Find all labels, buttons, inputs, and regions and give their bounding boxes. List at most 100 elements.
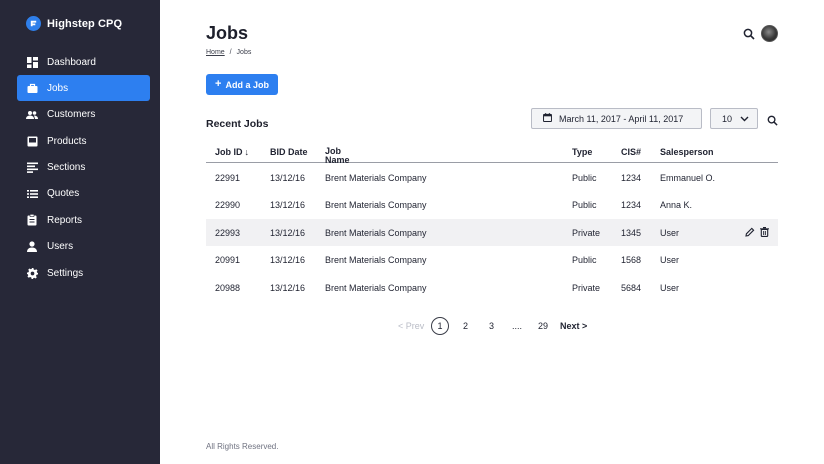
sidebar-item-jobs[interactable]: Jobs: [17, 75, 150, 102]
breadcrumb-home-link[interactable]: Home: [206, 49, 225, 56]
brand-name: Highstep CPQ: [47, 17, 123, 30]
pagination-page-3[interactable]: 3: [489, 321, 495, 331]
trash-icon[interactable]: [760, 226, 770, 237]
user-icon: [26, 241, 38, 253]
cell-bid-date: 13/12/16: [270, 227, 306, 238]
cell-salesperson: Anna K.: [660, 200, 693, 211]
date-range-value: March 11, 2017 - April 11, 2017: [559, 113, 684, 124]
section-title: Recent Jobs: [206, 118, 269, 130]
sidebar-item-label: Users: [47, 241, 74, 253]
cell-salesperson: User: [660, 227, 680, 238]
table-header: Job ID ↓ BID Date Job Name Type CIS# Sale…: [206, 146, 778, 165]
cell-cis: 5684: [621, 282, 642, 293]
cell-bid-date: 13/12/16: [270, 282, 306, 293]
breadcrumb-separator: /: [229, 49, 232, 56]
pagination-page-2[interactable]: 2: [463, 321, 469, 331]
chevron-down-icon: [740, 114, 749, 124]
sidebar-item-label: Products: [47, 135, 87, 147]
pagination-ellipsis: ....: [512, 321, 523, 331]
date-range-picker[interactable]: March 11, 2017 - April 11, 2017: [531, 108, 702, 129]
cell-job-id: 22993: [215, 227, 241, 238]
cell-job-id: 20988: [215, 282, 241, 293]
pagination-next[interactable]: Next >: [560, 321, 588, 331]
calendar-icon: [543, 113, 552, 124]
table-search-icon[interactable]: [767, 113, 778, 126]
column-header-cis[interactable]: CIS#: [621, 147, 642, 157]
cell-cis: 1234: [621, 200, 642, 211]
brand[interactable]: Highstep CPQ: [26, 16, 122, 31]
sidebar-item-customers[interactable]: Customers: [17, 102, 150, 128]
cell-job-name: Brent Materials Company: [325, 173, 427, 183]
inbox-icon: [26, 135, 38, 147]
table-row[interactable]: 22993 13/12/16 Brent Materials Company P…: [206, 218, 778, 247]
add-job-button[interactable]: + Add a Job: [206, 74, 278, 95]
sidebar-item-products[interactable]: Products: [17, 128, 150, 154]
breadcrumb-current: Jobs: [236, 49, 252, 56]
avatar[interactable]: [761, 25, 778, 42]
pagination-prev[interactable]: < Prev: [398, 321, 425, 331]
sidebar-item-label: Reports: [47, 214, 83, 226]
column-header-type[interactable]: Type: [572, 147, 593, 157]
sidebar-nav: Dashboard Jobs Customers Products: [17, 49, 150, 287]
cell-cis: 1345: [621, 227, 642, 238]
sidebar-item-label: Quotes: [47, 188, 80, 200]
footer-text: All Rights Reserved.: [206, 442, 279, 451]
cell-bid-date: 13/12/16: [270, 173, 306, 183]
pagination-page-29[interactable]: 29: [538, 321, 549, 331]
cell-job-name: Brent Materials Company: [325, 200, 427, 211]
cell-job-name: Brent Materials Company: [325, 227, 427, 238]
cell-salesperson: User: [660, 282, 680, 293]
sidebar-item-label: Jobs: [47, 82, 69, 94]
cell-job-name: Brent Materials Company: [325, 282, 427, 293]
pagination: < Prev 1 2 3 .... 29 Next >: [396, 317, 596, 335]
cell-job-id: 22991: [215, 173, 241, 183]
sidebar-item-label: Sections: [47, 162, 86, 174]
table-row[interactable]: 22991 13/12/16 Brent Materials Company P…: [206, 164, 778, 191]
dashboard-icon: [26, 56, 38, 68]
page-size-value: 10: [722, 113, 733, 124]
jobs-table: Job ID ↓ BID Date Job Name Type CIS# Sale…: [206, 146, 778, 301]
cell-cis: 1234: [621, 173, 642, 183]
cell-salesperson: Emmanuel O.: [660, 173, 716, 183]
cell-cis: 1568: [621, 255, 642, 266]
column-header-job-name[interactable]: Job Name: [325, 146, 350, 165]
cell-job-id: 22990: [215, 200, 241, 211]
sidebar: Highstep CPQ Dashboard Jobs Customers: [0, 0, 160, 464]
cell-bid-date: 13/12/16: [270, 255, 306, 266]
cell-bid-date: 13/12/16: [270, 200, 306, 211]
breadcrumb: Home / Jobs: [206, 49, 251, 56]
column-header-label: Job ID: [215, 147, 243, 157]
cell-job-name: Brent Materials Company: [325, 255, 427, 266]
table-body: 22991 13/12/16 Brent Materials Company P…: [206, 163, 778, 301]
table-row[interactable]: 20991 13/12/16 Brent Materials Company P…: [206, 246, 778, 273]
cell-salesperson: User: [660, 255, 680, 266]
sidebar-item-settings[interactable]: Settings: [17, 260, 150, 286]
sidebar-item-quotes[interactable]: Quotes: [17, 181, 150, 207]
table-row[interactable]: 20988 13/12/16 Brent Materials Company P…: [206, 274, 778, 301]
edit-icon[interactable]: [745, 227, 755, 237]
sidebar-item-reports[interactable]: Reports: [17, 207, 150, 233]
sidebar-item-label: Dashboard: [47, 56, 96, 68]
gear-icon: [26, 267, 38, 279]
cell-type: Public: [572, 255, 597, 266]
pagination-page-1[interactable]: 1: [431, 317, 449, 335]
search-icon[interactable]: [743, 27, 755, 40]
column-header-job-id[interactable]: Job ID ↓: [215, 147, 249, 157]
sidebar-item-label: Customers: [47, 109, 96, 121]
sidebar-item-users[interactable]: Users: [17, 234, 150, 260]
clipboard-icon: [26, 214, 38, 226]
row-actions: [745, 226, 770, 237]
page-size-select[interactable]: 10: [710, 108, 758, 129]
cell-type: Public: [572, 173, 597, 183]
list-icon: [26, 188, 38, 200]
logo-icon: [26, 16, 41, 31]
sidebar-item-label: Settings: [47, 267, 84, 279]
sidebar-item-sections[interactable]: Sections: [17, 155, 150, 181]
sidebar-item-dashboard[interactable]: Dashboard: [17, 49, 150, 75]
plus-icon: +: [215, 78, 222, 90]
cell-type: Private: [572, 282, 601, 293]
column-header-salesperson[interactable]: Salesperson: [660, 147, 714, 157]
table-row[interactable]: 22990 13/12/16 Brent Materials Company P…: [206, 191, 778, 218]
add-job-label: Add a Job: [225, 79, 269, 90]
column-header-bid-date[interactable]: BID Date: [270, 147, 308, 157]
